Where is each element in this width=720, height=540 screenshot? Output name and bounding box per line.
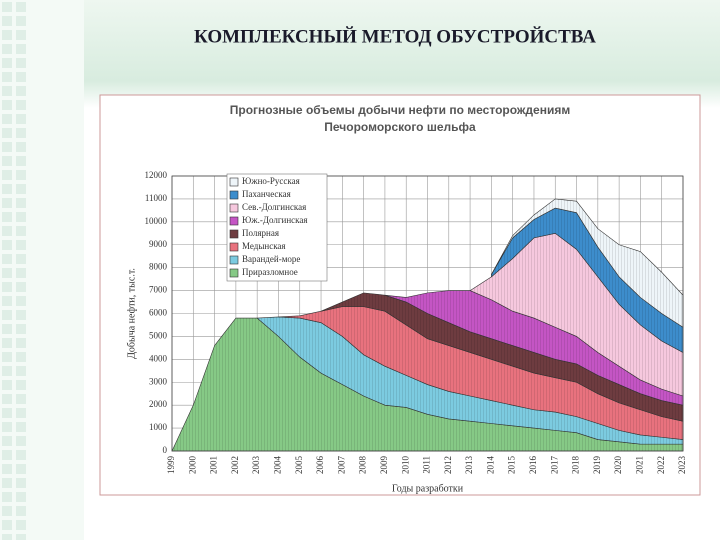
y-tick-label: 8000: [149, 262, 168, 272]
y-tick-label: 12000: [145, 170, 168, 180]
chart-title: Печороморского шельфа: [324, 120, 476, 134]
y-tick-label: 3000: [149, 376, 168, 386]
legend-label: Полярная: [242, 228, 279, 238]
legend-box: [226, 173, 328, 282]
x-tick-label: 2017: [549, 456, 559, 475]
area-hatch: [257, 316, 683, 445]
legend-swatch: [229, 203, 239, 213]
slide-title: КОМПЛЕКСНЫЙ МЕТОД ОБУСТРОЙСТВА: [194, 25, 596, 47]
x-tick-label: 2019: [592, 456, 602, 475]
x-tick-label: 2013: [464, 456, 474, 475]
legend-label: Медынская: [242, 241, 286, 251]
x-tick-label: 2008: [358, 456, 368, 475]
chart-title: Прогнозные объемы добычи нефти по местор…: [230, 103, 571, 117]
x-tick-label: 2012: [443, 456, 453, 474]
area-hatch: [321, 292, 683, 422]
y-tick-label: 7000: [149, 285, 168, 295]
legend-swatch: [229, 229, 239, 239]
x-tick-label: 2016: [528, 456, 538, 475]
y-tick-label: 6000: [149, 308, 168, 318]
legend-label: Приразломное: [242, 267, 298, 277]
legend-label: Сев.-Долгинская: [242, 202, 306, 212]
legend-swatch: [229, 216, 239, 226]
y-tick-label: 9000: [149, 239, 168, 249]
y-axis-label: Добыча нефти, тыс.т.: [126, 268, 137, 359]
legend-label: Паханческая: [242, 189, 291, 199]
chart: Прогнозные объемы добычи нефти по местор…: [126, 103, 687, 494]
x-tick-label: 2014: [485, 456, 495, 475]
x-tick-label: 2023: [677, 456, 687, 475]
area-hatch: [384, 290, 683, 406]
x-tick-label: 2002: [230, 456, 240, 474]
x-tick-label: 1999: [166, 456, 176, 475]
x-tick-label: 2018: [571, 456, 581, 475]
x-tick-label: 2021: [634, 456, 644, 474]
legend-label: Варандей-море: [242, 254, 300, 264]
plot-frame: [171, 175, 684, 452]
x-tick-label: 2010: [400, 456, 410, 475]
area-hatch: [172, 318, 683, 451]
legend-swatch: [229, 255, 239, 265]
x-tick-label: 2007: [336, 456, 346, 475]
legend-swatch: [229, 190, 239, 200]
area-hatch: [491, 198, 683, 328]
area-hatch: [491, 208, 683, 353]
legend-swatch: [229, 242, 239, 252]
y-tick-label: 2000: [149, 399, 168, 409]
y-tick-label: 5000: [149, 330, 168, 340]
legend-label: Южно-Русская: [242, 176, 300, 186]
x-tick-label: 2020: [613, 456, 623, 475]
x-tick-label: 2003: [251, 456, 261, 475]
legend-swatch: [229, 177, 239, 187]
x-tick-label: 2005: [294, 456, 304, 475]
y-tick-label: 4000: [149, 353, 168, 363]
x-tick-label: 2001: [209, 456, 219, 474]
y-tick-label: 0: [163, 445, 168, 455]
y-tick-label: 11000: [145, 193, 168, 203]
x-tick-label: 2004: [273, 456, 283, 475]
x-tick-label: 2009: [379, 456, 389, 475]
x-axis-label: Годы разработки: [392, 483, 464, 494]
legend-swatch: [229, 268, 239, 278]
x-tick-label: 2022: [656, 456, 666, 474]
y-tick-label: 10000: [145, 216, 168, 226]
legend-label: Юж.-Долгинская: [242, 215, 308, 225]
x-tick-label: 2011: [422, 456, 432, 474]
y-tick-label: 1000: [149, 422, 168, 432]
side-pattern: [0, 0, 28, 540]
x-tick-label: 2000: [187, 456, 197, 475]
x-tick-label: 2006: [315, 456, 325, 475]
x-tick-label: 2015: [507, 456, 517, 475]
area-hatch: [470, 233, 683, 396]
area-hatch: [278, 306, 683, 440]
